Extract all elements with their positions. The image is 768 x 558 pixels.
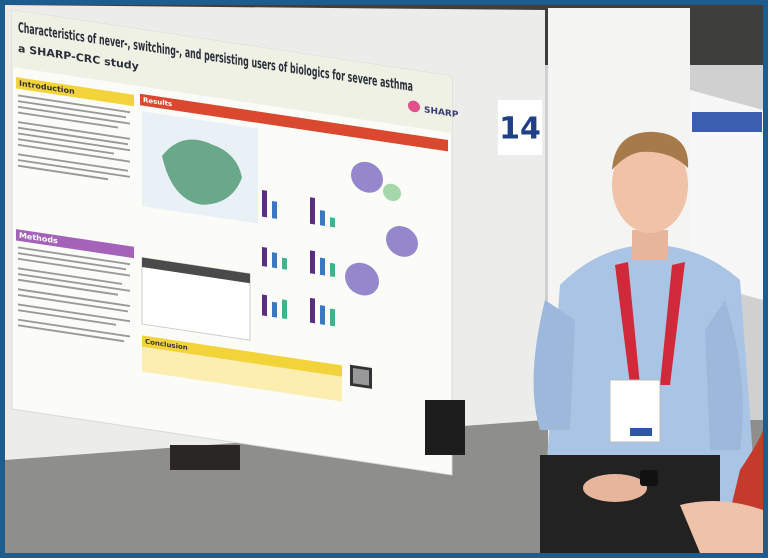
badge-logo [630, 428, 652, 436]
qr-detail [353, 368, 369, 386]
sleeve [533, 300, 575, 430]
booth-number: 14 [499, 112, 541, 147]
venn-circle [383, 183, 401, 202]
lanyard [615, 262, 685, 385]
watch [640, 470, 658, 486]
poster: Characteristics of never-, switching-, a… [11, 9, 459, 476]
face [612, 137, 688, 233]
person-legs [425, 400, 465, 455]
venn-circle [345, 262, 379, 296]
text-lines [18, 246, 130, 343]
logo-icon [408, 100, 420, 113]
venn-circle [351, 161, 383, 193]
table-header [142, 257, 250, 284]
hand-foreground [680, 501, 763, 553]
bar-figure [262, 190, 335, 327]
hands [583, 474, 647, 502]
section-header [16, 77, 134, 107]
side-poster-header [692, 112, 762, 132]
sleeve [705, 300, 743, 450]
section-header [140, 93, 448, 152]
neck [632, 230, 668, 260]
europe-map [162, 139, 242, 205]
side-poster [690, 90, 763, 300]
title-band [12, 10, 452, 134]
section-header [142, 335, 342, 377]
hair [612, 131, 689, 170]
number-card [498, 100, 542, 155]
text-lines [18, 94, 130, 181]
conclusion-box [142, 346, 342, 402]
person-feet [170, 445, 240, 470]
section-header [16, 229, 134, 259]
venn-circle [386, 226, 418, 257]
